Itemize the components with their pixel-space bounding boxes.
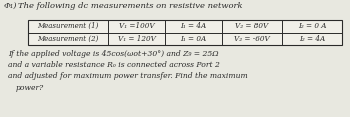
- Text: power?: power?: [16, 84, 44, 92]
- Text: and adjusted for maximum power transfer. Find the maximum: and adjusted for maximum power transfer.…: [8, 72, 248, 80]
- Text: If the applied voltage is 45cos(ωot+30°) and Z₉ = 25Ω: If the applied voltage is 45cos(ωot+30°)…: [8, 50, 219, 58]
- Text: V₂ = -60V: V₂ = -60V: [234, 35, 270, 43]
- Text: Measurement (1): Measurement (1): [37, 22, 99, 30]
- Text: V₁ =100V: V₁ =100V: [119, 22, 154, 30]
- Text: and a variable resistance Rₒ is connected across Port 2: and a variable resistance Rₒ is connecte…: [8, 61, 220, 69]
- Text: Measurement (2): Measurement (2): [37, 35, 99, 43]
- Text: I₁ = 4A: I₁ = 4A: [180, 22, 206, 30]
- Text: Φ₁): Φ₁): [4, 2, 18, 10]
- Bar: [28, 20, 342, 45]
- Text: V₂ = 80V: V₂ = 80V: [235, 22, 269, 30]
- Text: V₁ = 120V: V₁ = 120V: [118, 35, 155, 43]
- Text: I₂ = 4A: I₂ = 4A: [299, 35, 325, 43]
- Text: The following dc measurements on resistive network: The following dc measurements on resisti…: [18, 2, 243, 10]
- Text: I₁ = 0A: I₁ = 0A: [180, 35, 206, 43]
- Text: I₂ = 0 A: I₂ = 0 A: [298, 22, 326, 30]
